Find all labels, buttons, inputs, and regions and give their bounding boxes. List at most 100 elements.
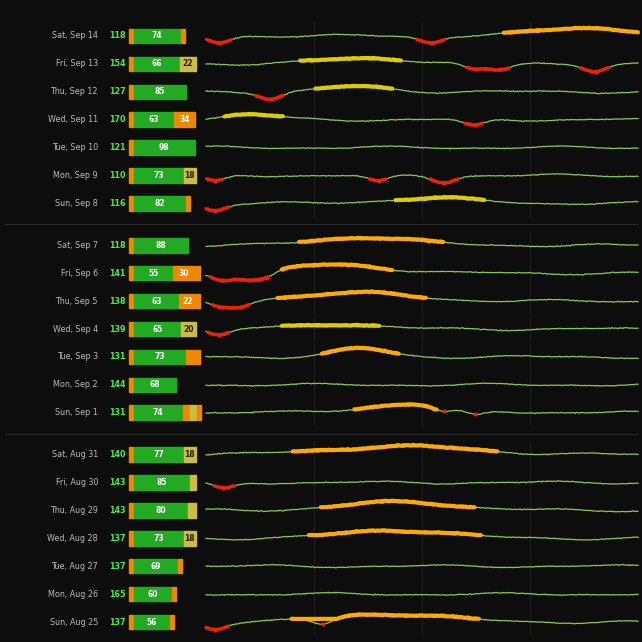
Bar [129,503,133,517]
Text: Thu, Aug 29: Thu, Aug 29 [50,506,98,515]
Bar [180,29,185,43]
Text: 131: 131 [110,352,126,361]
Text: 68: 68 [150,380,160,389]
Bar [134,168,184,183]
Bar [129,56,133,71]
Bar [129,475,133,490]
Text: Fri, Sep 6: Fri, Sep 6 [61,269,98,278]
Text: 127: 127 [109,87,126,96]
Bar [134,615,169,629]
Text: 118: 118 [109,31,126,40]
Bar [134,503,187,517]
Bar [181,322,196,336]
Text: 22: 22 [182,297,193,306]
Text: Mon, Sep 2: Mon, Sep 2 [53,380,98,389]
Bar [129,587,133,602]
Text: 137: 137 [110,534,126,543]
Text: Tue, Aug 27: Tue, Aug 27 [51,562,98,571]
Text: Sun, Aug 25: Sun, Aug 25 [49,618,98,627]
Bar [179,294,195,308]
Bar [129,168,133,183]
Bar [134,112,174,127]
Bar [187,503,196,517]
Text: Tue, Sep 10: Tue, Sep 10 [52,143,98,152]
Bar [134,238,188,252]
Text: 22: 22 [183,59,193,68]
Bar [129,531,133,546]
Bar [191,475,196,490]
Text: 63: 63 [148,115,159,124]
Text: Fri, Sep 13: Fri, Sep 13 [56,59,98,68]
Bar [129,322,133,336]
Bar [134,447,184,462]
Bar [129,29,133,43]
Bar [134,475,191,490]
Text: 82: 82 [154,199,164,208]
Bar [129,238,133,252]
Bar [129,406,133,420]
Text: 154: 154 [110,59,126,68]
Text: 63: 63 [152,297,162,306]
Text: 116: 116 [110,199,126,208]
Text: 137: 137 [110,562,126,571]
Text: 140: 140 [110,450,126,459]
Text: 118: 118 [109,241,126,250]
Text: 65: 65 [152,324,163,333]
Bar [134,266,173,281]
Bar [134,56,180,71]
Bar [129,447,133,462]
Text: 85: 85 [155,87,166,96]
Bar [134,587,171,602]
Text: 73: 73 [153,534,164,543]
Text: Mon, Aug 26: Mon, Aug 26 [48,589,98,598]
Text: 141: 141 [110,269,126,278]
Bar [134,531,184,546]
Bar [196,294,200,308]
Bar [129,350,133,364]
Text: 110: 110 [110,171,126,180]
Text: 55: 55 [148,269,159,278]
Bar [169,615,173,629]
Text: Mon, Sep 9: Mon, Sep 9 [53,171,98,180]
Bar [134,196,185,211]
Bar [134,29,180,43]
Text: 66: 66 [152,59,162,68]
Text: 143: 143 [110,506,126,515]
Bar [196,350,200,364]
Text: 77: 77 [153,450,164,459]
Text: 143: 143 [110,478,126,487]
Bar [134,85,186,99]
Bar [134,350,186,364]
Text: Thu, Sep 5: Thu, Sep 5 [55,297,98,306]
Text: Wed, Aug 28: Wed, Aug 28 [48,534,98,543]
Text: Sun, Sep 1: Sun, Sep 1 [55,408,98,417]
Text: 34: 34 [179,115,189,124]
Bar [134,559,177,573]
Bar [174,112,195,127]
Text: 121: 121 [109,143,126,152]
Text: 98: 98 [159,143,169,152]
Text: Sat, Sep 7: Sat, Sep 7 [57,241,98,250]
Bar [129,377,133,392]
Text: 73: 73 [155,352,166,361]
Text: 18: 18 [184,534,195,543]
Bar [134,322,181,336]
Text: 88: 88 [156,241,166,250]
Bar [134,406,182,420]
Bar [134,294,179,308]
Bar [191,406,196,420]
Bar [129,615,133,629]
Bar [196,406,201,420]
Bar [129,112,133,127]
Text: 30: 30 [179,269,189,278]
Bar [129,559,133,573]
Bar [184,447,196,462]
Text: 170: 170 [110,115,126,124]
Text: 20: 20 [183,324,194,333]
Bar [184,531,196,546]
Bar [129,294,133,308]
Text: 137: 137 [110,618,126,627]
Text: 139: 139 [110,324,126,333]
Bar [178,559,182,573]
Text: Tue, Sep 3: Tue, Sep 3 [57,352,98,361]
